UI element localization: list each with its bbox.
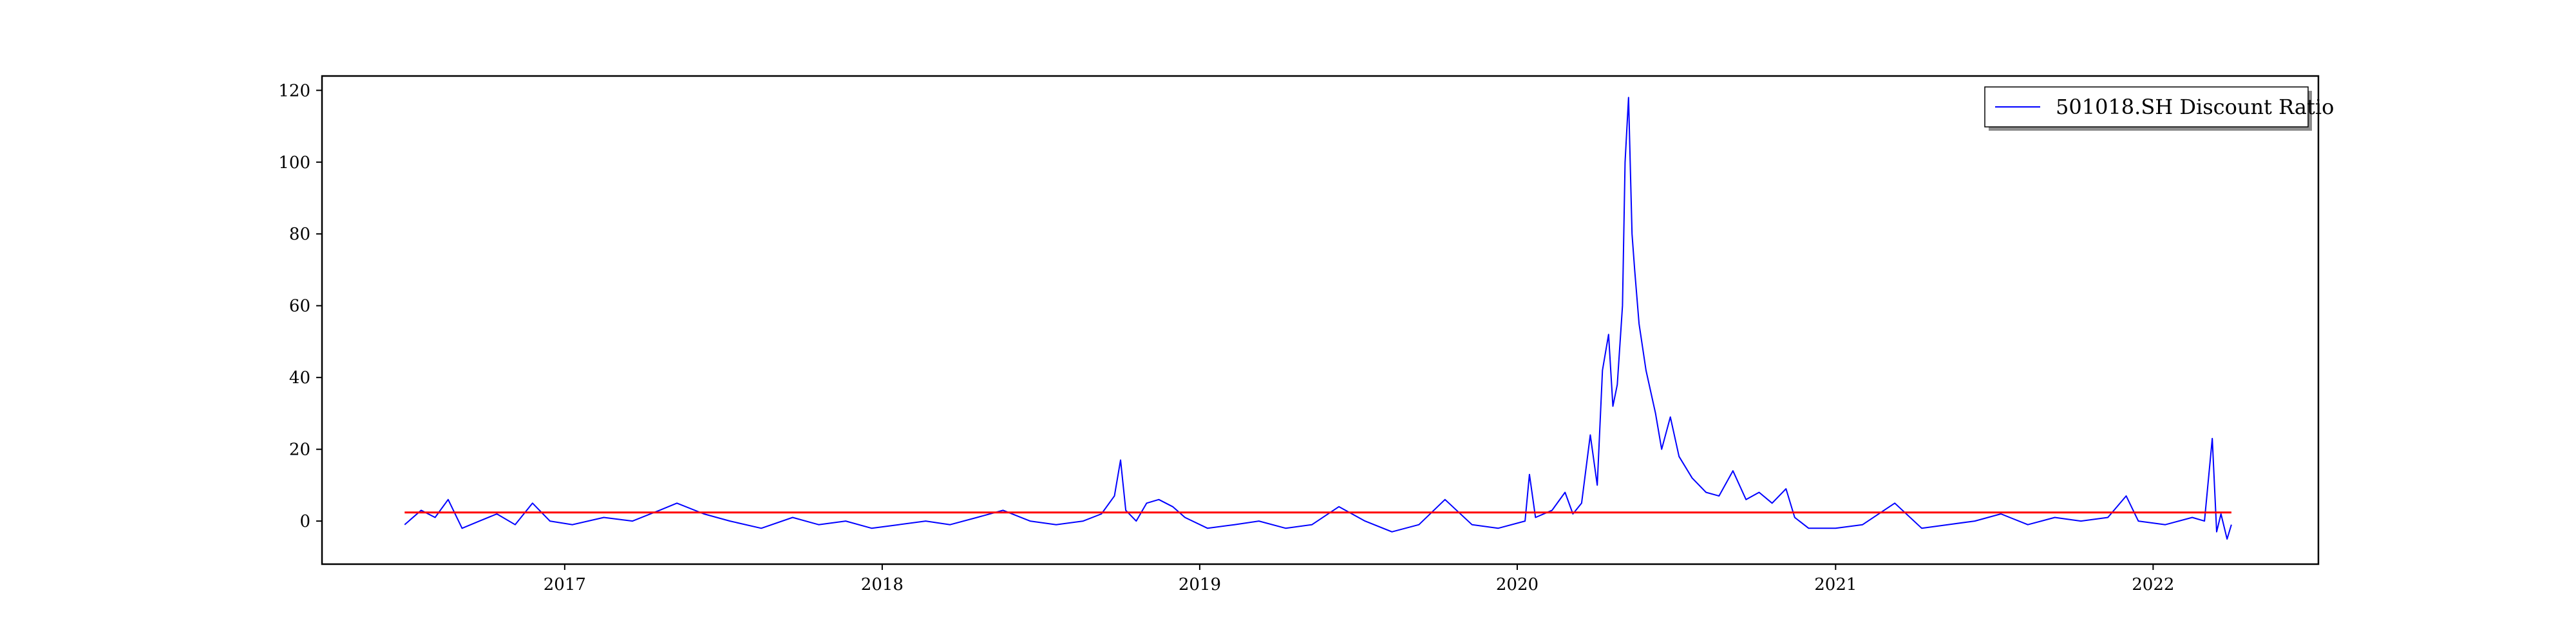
y-tick-label: 60 <box>289 297 310 316</box>
x-tick-label: 2022 <box>2132 575 2174 594</box>
series-line-discount-ratio <box>404 97 2232 540</box>
y-tick-label: 80 <box>289 225 310 244</box>
x-tick-label: 2018 <box>861 575 904 594</box>
y-tick-label: 0 <box>299 512 310 531</box>
legend: 501018.SH Discount Ratio <box>1984 86 2334 131</box>
x-tick-label: 2021 <box>1814 575 1857 594</box>
y-tick-label: 40 <box>289 368 310 388</box>
plot-area <box>404 97 2232 540</box>
x-tick-label: 2017 <box>544 575 586 594</box>
x-axis: 2017 2018 2019 2020 2021 2022 <box>544 564 2174 594</box>
legend-label: 501018.SH Discount Ratio <box>2056 95 2334 119</box>
y-tick-label: 100 <box>278 153 310 173</box>
y-tick-label: 120 <box>278 81 310 100</box>
axes-frame <box>321 75 2320 565</box>
x-tick-label: 2020 <box>1496 575 1539 594</box>
y-tick-label: 20 <box>289 440 310 460</box>
x-tick-label: 2019 <box>1179 575 1221 594</box>
y-axis: 0 20 40 60 80 100 120 <box>278 81 322 531</box>
